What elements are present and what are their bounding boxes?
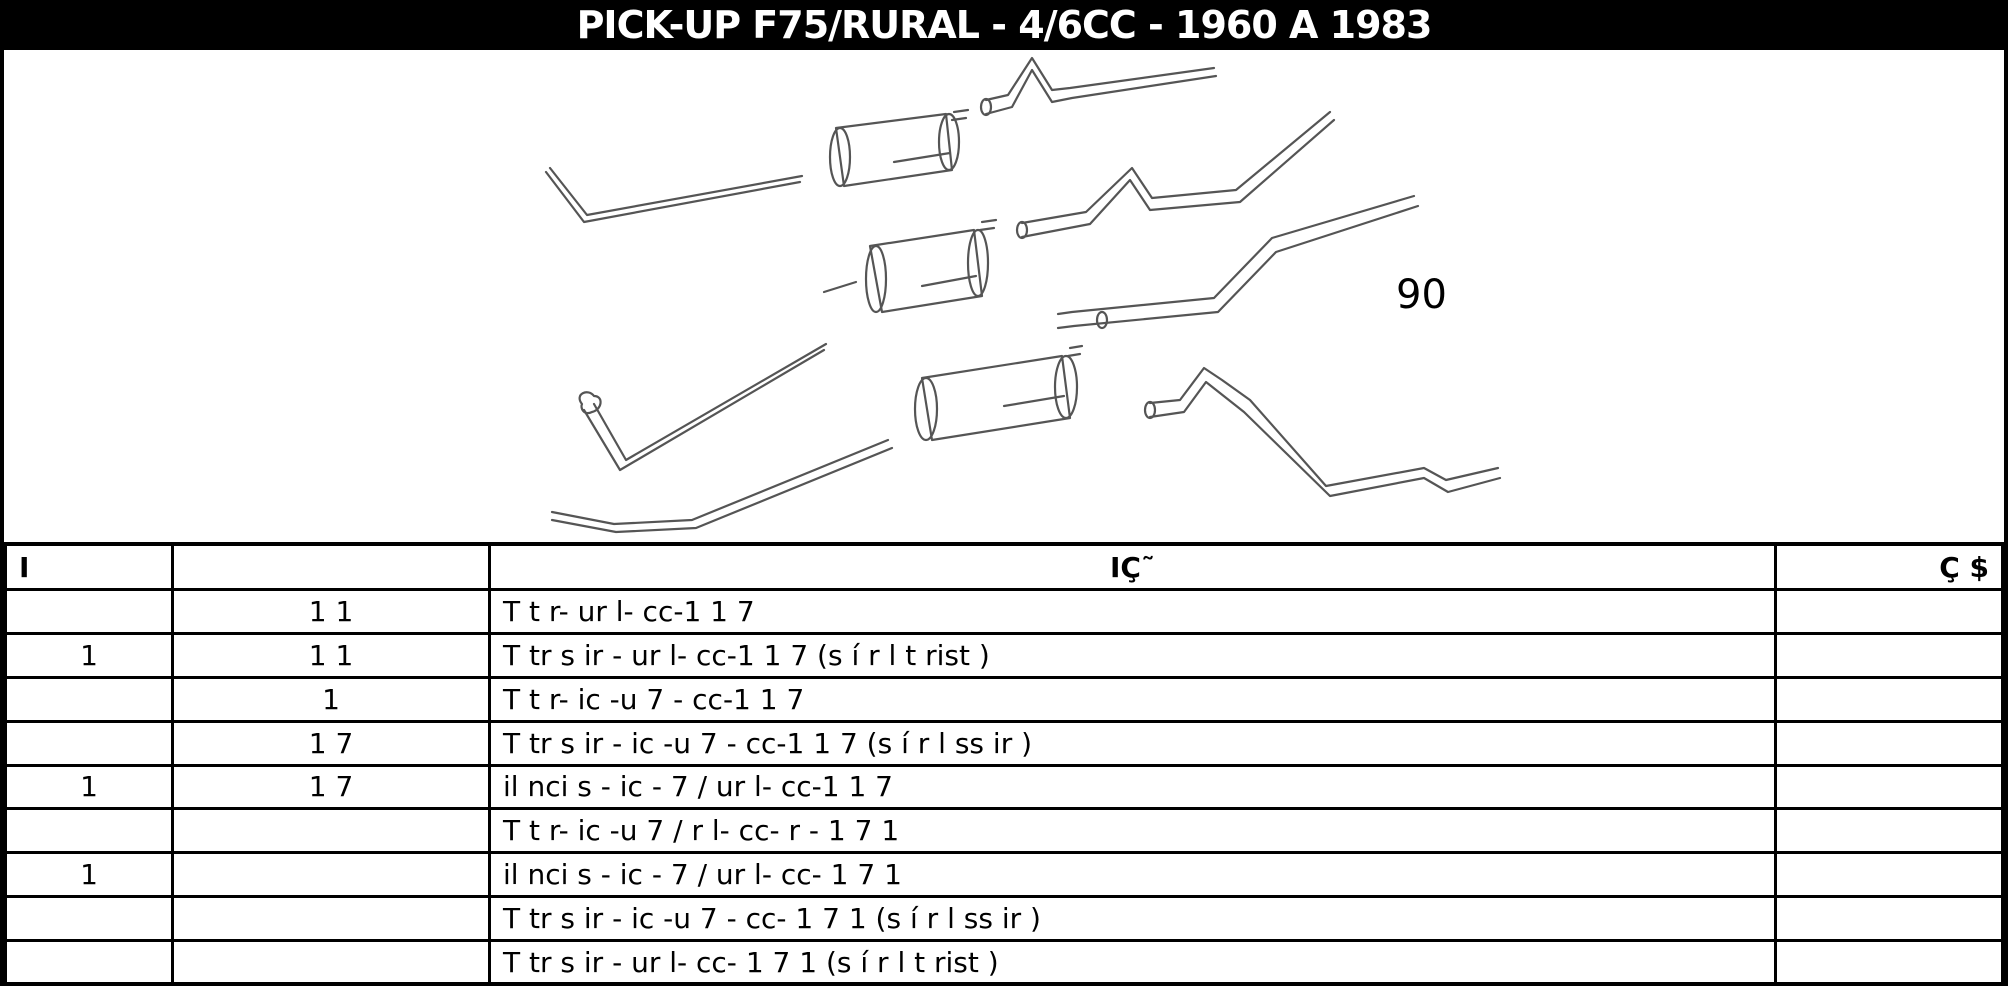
tail-pipe-4-edge [1148, 380, 1502, 498]
cell-item [4, 939, 174, 986]
table-row: 1 il nci s - ic - 7 / ur l- cc- 1 7 1 [4, 851, 2004, 899]
cell-description: T tr s ir - ur l- cc-1 1 7 (s í r l t ri… [488, 631, 1777, 679]
table-row: T t r- ic -u 7 / r l- cc- r - 1 7 1 [4, 807, 2004, 855]
cell-item: 1 [4, 851, 174, 899]
tail-pipe-3-end [1095, 310, 1109, 330]
tail-pipe-2 [1020, 110, 1332, 225]
cell-code [171, 807, 491, 855]
figure-reference-number: 90 [1396, 272, 1447, 318]
front-pipe-1-edge [548, 166, 804, 217]
cell-description: il nci s - ic - 7 / ur l- cc- 1 7 1 [488, 851, 1777, 899]
cell-code [171, 895, 491, 942]
table-row: 1 1 T t r- ur l- cc-1 1 7 [4, 588, 2004, 635]
muffler-1-outlet [950, 108, 970, 122]
cell-code: 1 1 [171, 588, 491, 635]
catalog-frame: 90 I IÇ˜ Ç $ 1 1 T t r- ur l- cc-1 1 7 1 [0, 50, 2008, 986]
tail-pipe-1 [984, 56, 1216, 102]
cell-description: T tr s ir - ur l- cc- 1 7 1 (s í r l t r… [488, 939, 1777, 986]
cell-item [4, 719, 174, 767]
tail-pipe-1-edge [984, 68, 1218, 116]
cell-code: 1 7 [171, 719, 491, 767]
cell-price [1774, 675, 2004, 723]
cell-description: T t r- ur l- cc-1 1 7 [488, 588, 1777, 635]
cell-code: 1 7 [171, 763, 491, 811]
cell-item: 1 [4, 763, 174, 811]
cell-code: 1 1 [171, 631, 491, 679]
parts-table: I IÇ˜ Ç $ 1 1 T t r- ur l- cc-1 1 7 1 1 … [4, 542, 2004, 986]
cell-price [1774, 851, 2004, 899]
muffler-1-end-rear [937, 112, 961, 172]
muffler-2-end-rear [966, 228, 990, 298]
cell-price [1774, 807, 2004, 855]
cell-item [4, 675, 174, 723]
cell-description: T tr s ir - ic -u 7 - cc- 1 7 1 (s í r l… [488, 895, 1777, 942]
muffler-1 [834, 112, 954, 188]
cell-price [1774, 939, 2004, 986]
muffler-3-end-rear [1053, 354, 1079, 420]
muffler-1-end-front [828, 126, 852, 188]
muffler-3-end-front [913, 376, 939, 442]
header-description: IÇ˜ [488, 542, 1777, 591]
tail-pipe-3-edge [1056, 204, 1420, 330]
table-row: 1 7 T tr s ir - ic -u 7 - cc-1 1 7 (s í … [4, 719, 2004, 767]
front-pipe-3-edge [550, 446, 894, 534]
tail-pipe-3 [1056, 194, 1416, 316]
table-header-row: I IÇ˜ Ç $ [4, 542, 2004, 591]
front-pipe-3 [550, 438, 890, 526]
header-price: Ç $ [1774, 542, 2004, 591]
tail-pipe-2-edge [1020, 118, 1336, 239]
cell-price [1774, 895, 2004, 942]
table-row: 1 1 1 T tr s ir - ur l- cc-1 1 7 (s í r … [4, 631, 2004, 679]
front-pipe-1 [544, 170, 802, 224]
exhaust-system-diagram: 90 [4, 50, 2004, 542]
cell-description: T tr s ir - ic -u 7 - cc-1 1 7 (s í r l … [488, 719, 1777, 767]
exhaust-parts-drawing [544, 56, 1502, 534]
table-row: T tr s ir - ic -u 7 - cc- 1 7 1 (s í r l… [4, 895, 2004, 942]
muffler-3 [920, 354, 1072, 442]
page-title: PICK-UP F75/RURAL - 4/6CC - 1960 A 1983 [0, 0, 2008, 50]
tail-pipe-4 [1148, 366, 1500, 488]
front-pipe-2 [582, 348, 826, 472]
table-row: T tr s ir - ur l- cc- 1 7 1 (s í r l t r… [4, 939, 2004, 986]
cell-price [1774, 631, 2004, 679]
cell-description: T t r- ic -u 7 / r l- cc- r - 1 7 1 [488, 807, 1777, 855]
cell-price [1774, 763, 2004, 811]
cell-description: il nci s - ic - 7 / ur l- cc-1 1 7 [488, 763, 1777, 811]
muffler-2 [868, 228, 984, 314]
pipe-flange [578, 391, 602, 415]
cell-code [171, 939, 491, 986]
cell-code [171, 851, 491, 899]
cell-item [4, 895, 174, 942]
cell-item [4, 588, 174, 635]
table-row: 1 1 7 il nci s - ic - 7 / ur l- cc-1 1 7 [4, 763, 2004, 811]
header-code [171, 542, 491, 591]
cell-price [1774, 588, 2004, 635]
cell-code: 1 [171, 675, 491, 723]
front-pipe-2-edge [592, 342, 828, 462]
cell-description: T t r- ic -u 7 - cc-1 1 7 [488, 675, 1777, 723]
table-row: 1 T t r- ic -u 7 - cc-1 1 7 [4, 675, 2004, 723]
muffler-2-end-front [864, 244, 888, 314]
header-item: I [4, 542, 174, 591]
cell-price [1774, 719, 2004, 767]
cell-item: 1 [4, 631, 174, 679]
cell-item [4, 807, 174, 855]
